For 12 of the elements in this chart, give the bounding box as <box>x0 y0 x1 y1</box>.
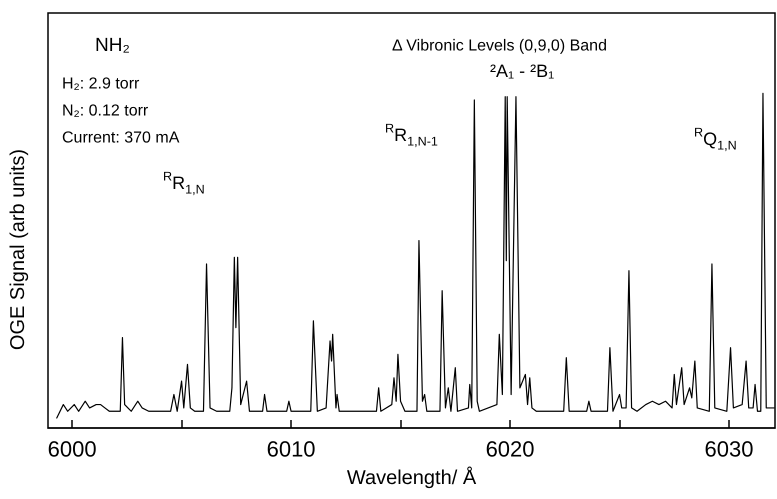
text: H₂: 2.9 torr <box>62 76 140 92</box>
text: Δ Vibronic Levels (0,9,0) Band <box>392 38 607 54</box>
x-axis-title: Wavelength/ Å <box>346 466 477 489</box>
annotation: Current: 370 mA <box>62 130 180 146</box>
x-tick-label: 6030 <box>704 436 754 462</box>
text: ²A₁ - ²B₁ <box>490 61 554 81</box>
y-axis-title: OGE Signal (arb units) <box>7 148 29 350</box>
x-tick-label: 6000 <box>48 436 97 462</box>
text: NH₂ <box>95 35 130 56</box>
annotation: N₂: 0.12 torr <box>62 102 149 120</box>
x-tick-label: 6020 <box>486 436 535 462</box>
x-tick-label: 6010 <box>266 436 316 462</box>
